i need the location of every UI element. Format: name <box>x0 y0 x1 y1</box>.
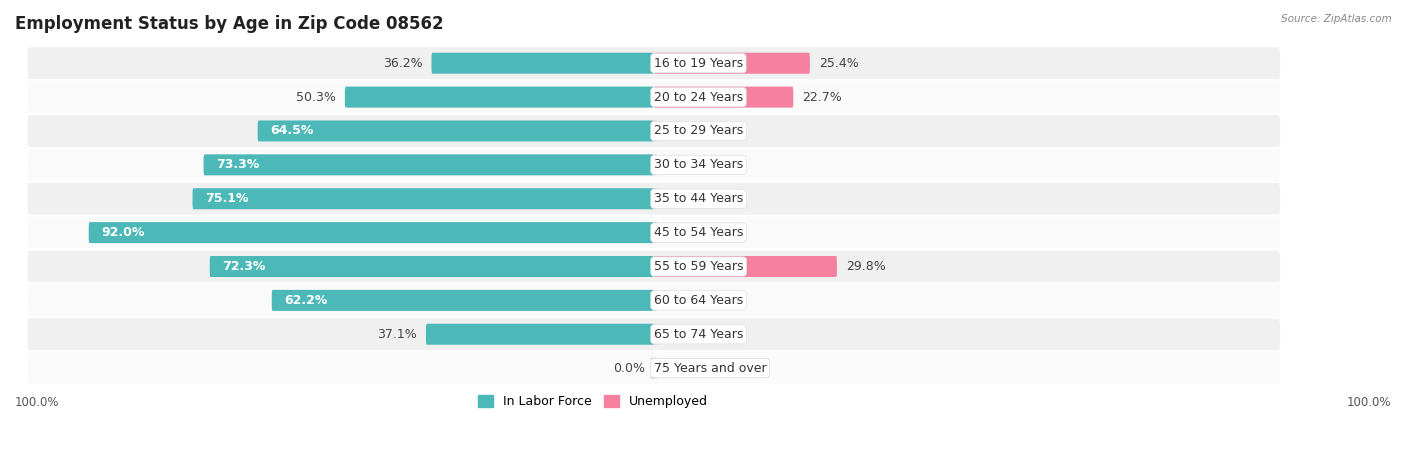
Text: 60 to 64 Years: 60 to 64 Years <box>654 294 744 307</box>
FancyBboxPatch shape <box>426 324 654 345</box>
Text: Employment Status by Age in Zip Code 08562: Employment Status by Age in Zip Code 085… <box>15 15 444 33</box>
Text: 100.0%: 100.0% <box>1347 396 1391 409</box>
Text: 62.2%: 62.2% <box>284 294 328 307</box>
FancyBboxPatch shape <box>27 318 1281 350</box>
FancyBboxPatch shape <box>27 216 1281 249</box>
FancyBboxPatch shape <box>27 284 1281 317</box>
FancyBboxPatch shape <box>432 53 654 74</box>
FancyBboxPatch shape <box>257 120 654 142</box>
Text: 0.0%: 0.0% <box>664 294 695 307</box>
Text: 25.4%: 25.4% <box>820 57 859 70</box>
Text: 75.1%: 75.1% <box>205 192 249 205</box>
FancyBboxPatch shape <box>654 53 810 74</box>
Text: 37.1%: 37.1% <box>377 328 416 341</box>
FancyBboxPatch shape <box>654 358 657 379</box>
Text: 0.0%: 0.0% <box>664 362 695 375</box>
FancyBboxPatch shape <box>27 148 1281 181</box>
Text: 0.0%: 0.0% <box>664 158 695 171</box>
Text: 75 Years and over: 75 Years and over <box>654 362 766 375</box>
Text: 16 to 19 Years: 16 to 19 Years <box>654 57 742 70</box>
FancyBboxPatch shape <box>271 290 654 311</box>
FancyBboxPatch shape <box>27 352 1281 384</box>
Text: 45 to 54 Years: 45 to 54 Years <box>654 226 744 239</box>
FancyBboxPatch shape <box>651 358 654 379</box>
Text: 0.0%: 0.0% <box>664 226 695 239</box>
FancyBboxPatch shape <box>204 154 654 175</box>
FancyBboxPatch shape <box>654 154 657 175</box>
FancyBboxPatch shape <box>27 250 1281 283</box>
Text: 50.3%: 50.3% <box>295 91 336 104</box>
Legend: In Labor Force, Unemployed: In Labor Force, Unemployed <box>472 390 713 413</box>
FancyBboxPatch shape <box>89 222 654 243</box>
FancyBboxPatch shape <box>27 115 1281 147</box>
FancyBboxPatch shape <box>193 188 654 209</box>
Text: 73.3%: 73.3% <box>217 158 259 171</box>
Text: 0.0%: 0.0% <box>664 192 695 205</box>
Text: 22.7%: 22.7% <box>803 91 842 104</box>
FancyBboxPatch shape <box>654 87 793 108</box>
Text: 36.2%: 36.2% <box>382 57 422 70</box>
FancyBboxPatch shape <box>209 256 654 277</box>
FancyBboxPatch shape <box>27 183 1281 215</box>
Text: 20 to 24 Years: 20 to 24 Years <box>654 91 744 104</box>
FancyBboxPatch shape <box>654 290 657 311</box>
FancyBboxPatch shape <box>344 87 654 108</box>
Text: 92.0%: 92.0% <box>101 226 145 239</box>
Text: 65 to 74 Years: 65 to 74 Years <box>654 328 744 341</box>
FancyBboxPatch shape <box>27 47 1281 79</box>
Text: 0.0%: 0.0% <box>613 362 644 375</box>
Text: 64.5%: 64.5% <box>270 124 314 138</box>
FancyBboxPatch shape <box>654 324 657 345</box>
FancyBboxPatch shape <box>27 81 1281 113</box>
FancyBboxPatch shape <box>654 188 657 209</box>
FancyBboxPatch shape <box>654 256 837 277</box>
Text: 25 to 29 Years: 25 to 29 Years <box>654 124 744 138</box>
Text: 55 to 59 Years: 55 to 59 Years <box>654 260 744 273</box>
Text: 72.3%: 72.3% <box>222 260 266 273</box>
Text: 29.8%: 29.8% <box>846 260 886 273</box>
Text: 0.0%: 0.0% <box>664 124 695 138</box>
FancyBboxPatch shape <box>654 222 657 243</box>
FancyBboxPatch shape <box>654 120 657 142</box>
Text: 35 to 44 Years: 35 to 44 Years <box>654 192 744 205</box>
Text: 0.0%: 0.0% <box>664 328 695 341</box>
Text: 30 to 34 Years: 30 to 34 Years <box>654 158 744 171</box>
Text: 100.0%: 100.0% <box>15 396 59 409</box>
Text: Source: ZipAtlas.com: Source: ZipAtlas.com <box>1281 14 1392 23</box>
